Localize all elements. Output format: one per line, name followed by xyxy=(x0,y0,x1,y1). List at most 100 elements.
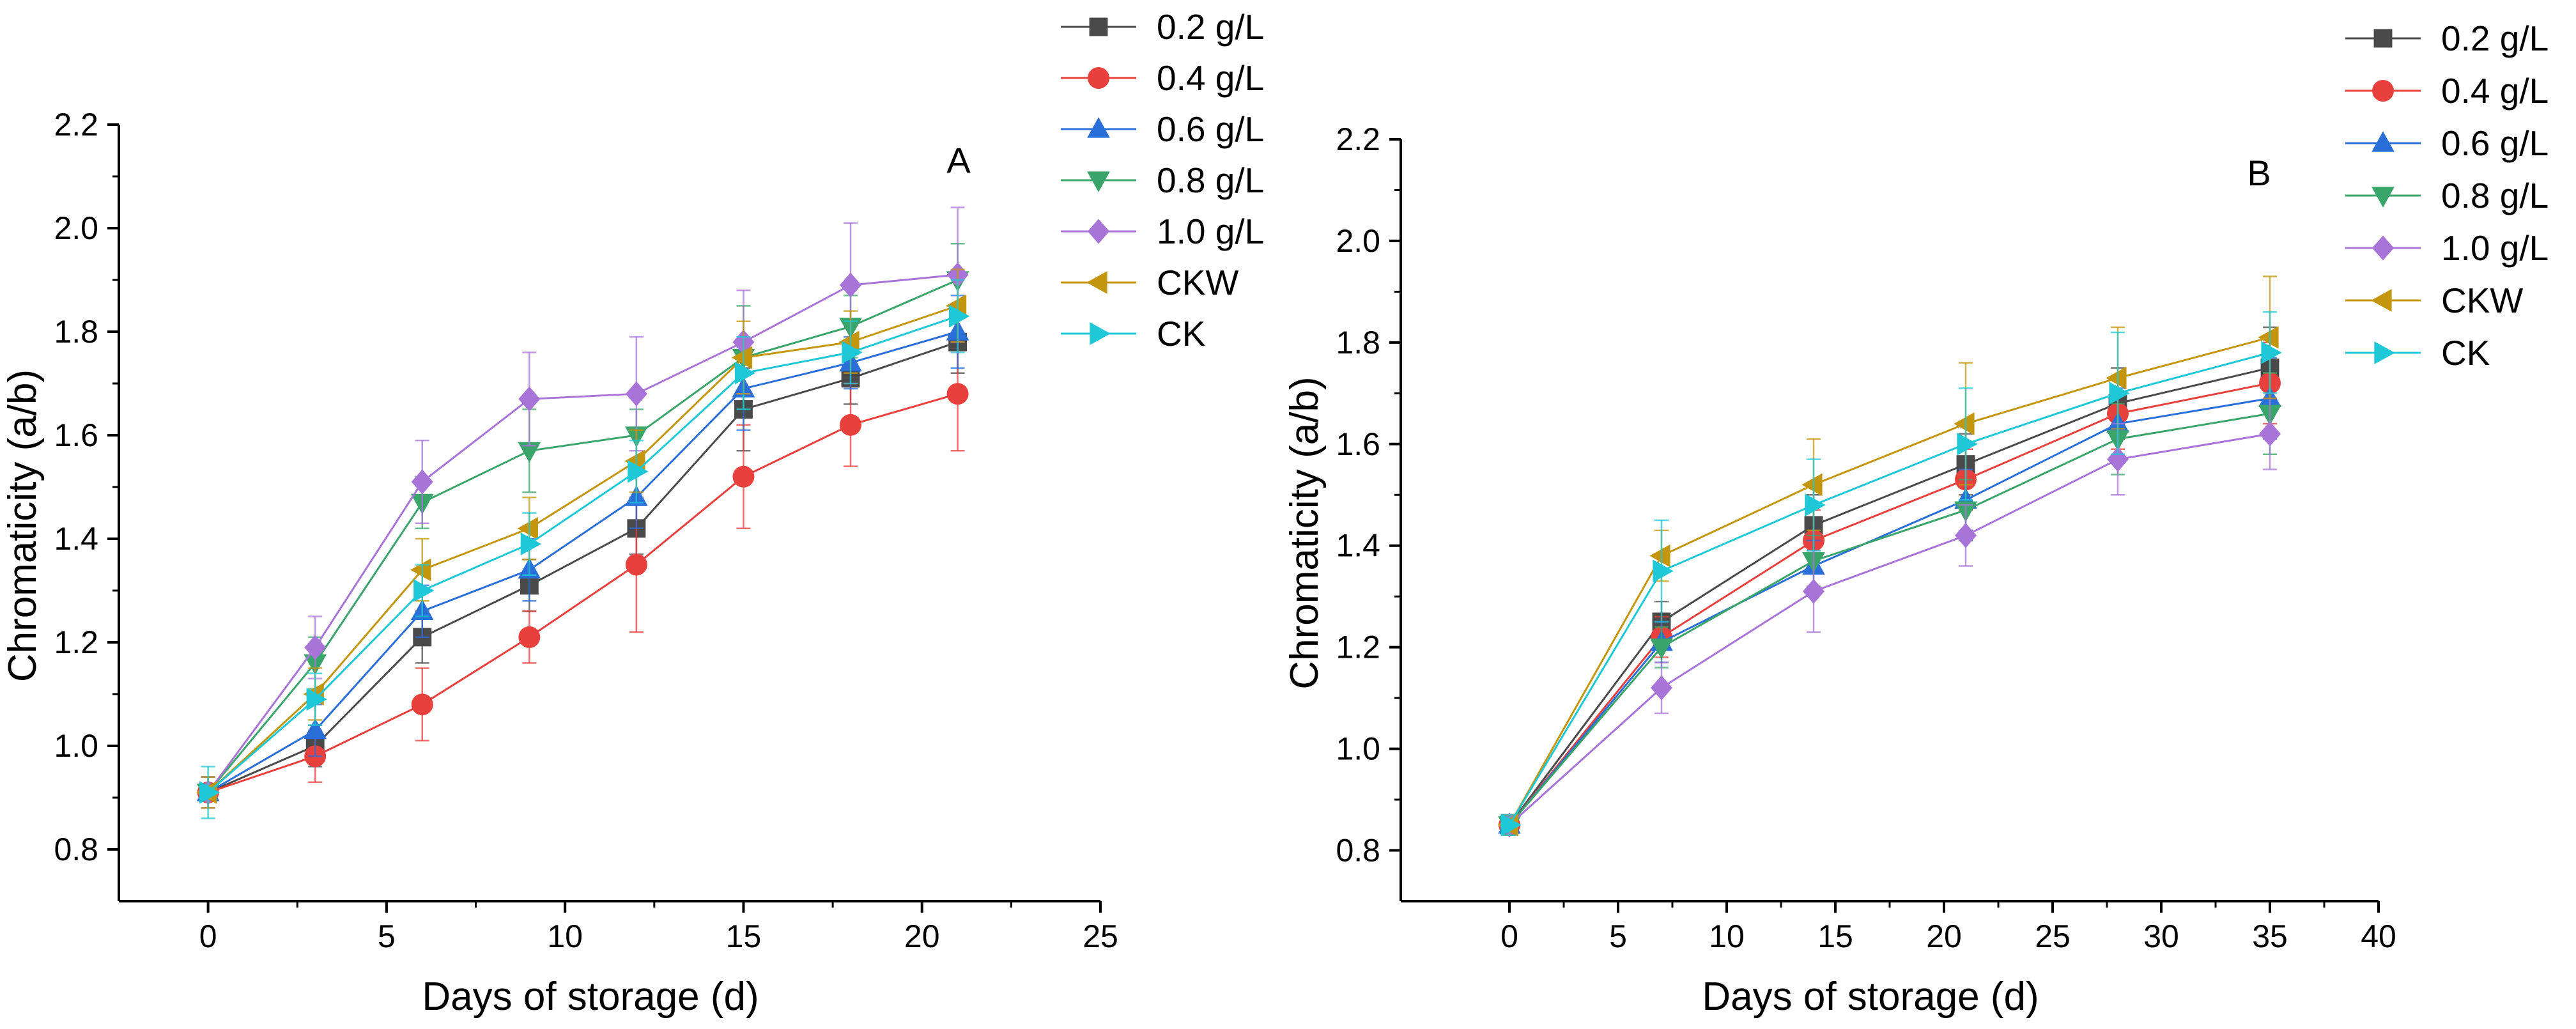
x-tick-label: 20 xyxy=(904,918,940,954)
data-point xyxy=(948,304,970,328)
x-tick-label: 40 xyxy=(2361,918,2396,954)
legend-label: 0.2 g/L xyxy=(1157,7,1264,47)
y-tick-label: 2.0 xyxy=(54,210,98,246)
data-point xyxy=(304,718,327,739)
data-point xyxy=(1651,675,1672,700)
y-axis-title: Chromaticity (a/b) xyxy=(1,369,45,682)
legend-entry: 0.2 g/L xyxy=(2345,19,2549,58)
data-point xyxy=(411,693,433,716)
series-line xyxy=(207,330,958,794)
data-point xyxy=(410,558,431,582)
legend-marker xyxy=(2372,235,2394,261)
series-1-0-g-L xyxy=(1499,398,2281,838)
legend-marker xyxy=(1089,17,1108,36)
legend-label: CKW xyxy=(2441,281,2523,320)
legend-marker xyxy=(2372,131,2395,152)
data-point xyxy=(1955,523,1977,548)
legend-label: 0.2 g/L xyxy=(2441,19,2549,58)
data-point xyxy=(2109,382,2130,405)
legend-marker xyxy=(2372,187,2395,208)
series-0-8-g-L xyxy=(1498,372,2281,837)
data-point xyxy=(1801,473,1823,497)
x-tick-label: 10 xyxy=(547,918,583,954)
y-tick-label: 1.6 xyxy=(1336,426,1380,462)
x-tick-label: 15 xyxy=(726,918,762,954)
legend-label: 0.4 g/L xyxy=(1157,58,1264,98)
legend-entry: 0.2 g/L xyxy=(1061,7,1264,47)
legend-label: 0.8 g/L xyxy=(1157,160,1264,200)
data-point xyxy=(518,626,541,648)
series-line xyxy=(208,341,959,794)
y-tick-label: 0.8 xyxy=(1336,833,1380,869)
legend-entry: CK xyxy=(2345,333,2490,373)
data-point xyxy=(2107,447,2129,472)
x-tick-label: 30 xyxy=(2143,918,2179,954)
series-1-0-g-L xyxy=(197,206,969,809)
series-line xyxy=(1508,397,2271,826)
legend-marker xyxy=(1086,271,1107,294)
data-point xyxy=(413,579,435,602)
data-point xyxy=(304,635,327,660)
legend-entry: CKW xyxy=(2345,281,2523,320)
x-tick-label: 15 xyxy=(1817,918,1853,954)
legend-marker xyxy=(1088,219,1109,244)
panel-label: A xyxy=(946,140,971,180)
data-point xyxy=(842,341,863,364)
series-line xyxy=(1508,336,2271,826)
data-point xyxy=(199,781,220,804)
y-tick-label: 1.2 xyxy=(1336,630,1380,665)
legend-entry: 0.8 g/L xyxy=(1061,160,1264,200)
series-line xyxy=(207,274,958,793)
data-point xyxy=(734,361,756,385)
legend-marker xyxy=(1090,322,1111,345)
x-axis-title: Days of storage (d) xyxy=(1702,975,2039,1019)
x-tick-label: 20 xyxy=(1926,918,1962,954)
legend-entry: 0.4 g/L xyxy=(1061,58,1264,98)
data-point xyxy=(625,381,647,406)
legend-entry: 1.0 g/L xyxy=(1061,212,1264,251)
legend-marker xyxy=(1087,117,1110,138)
data-point xyxy=(1653,559,1674,583)
legend-marker xyxy=(2371,289,2392,312)
y-tick-label: 1.8 xyxy=(1336,325,1380,360)
legend-label: 0.8 g/L xyxy=(2441,176,2549,215)
series-line xyxy=(208,392,958,794)
y-tick-label: 1.0 xyxy=(54,728,98,764)
x-tick-label: 10 xyxy=(1709,918,1745,954)
legend-entry: 0.8 g/L xyxy=(2345,176,2549,215)
x-tick-label: 35 xyxy=(2252,918,2288,954)
y-tick-label: 1.4 xyxy=(1336,528,1380,564)
data-point xyxy=(411,469,433,495)
legend-label: CK xyxy=(1157,314,1206,353)
data-point xyxy=(518,386,541,412)
data-point xyxy=(628,460,649,483)
x-tick-label: 5 xyxy=(378,918,396,954)
legend-entry: 0.6 g/L xyxy=(2345,123,2549,163)
x-tick-label: 0 xyxy=(199,918,217,954)
legend-label: 0.4 g/L xyxy=(2441,71,2549,111)
legend-label: CK xyxy=(2441,333,2490,373)
data-point xyxy=(1650,638,1673,660)
series-0-2-g-L xyxy=(1500,326,2279,836)
series-line xyxy=(1508,433,2271,826)
series-line xyxy=(1508,352,2271,826)
data-point xyxy=(731,346,753,369)
legend-label: 0.6 g/L xyxy=(2441,123,2549,163)
x-tick-label: 25 xyxy=(2035,918,2071,954)
data-point xyxy=(1803,578,1824,604)
data-point xyxy=(1957,432,1978,456)
data-point xyxy=(946,383,969,405)
x-axis-title: Days of storage (d) xyxy=(422,975,759,1019)
x-tick-label: 5 xyxy=(1609,918,1627,954)
series-line xyxy=(207,315,959,794)
y-tick-label: 2.2 xyxy=(1336,121,1380,157)
data-point xyxy=(732,465,755,488)
series-0-6-g-L xyxy=(1498,357,2281,836)
data-point xyxy=(1649,544,1670,568)
data-point xyxy=(306,688,327,711)
legend-label: CKW xyxy=(1157,263,1238,302)
chart-panel-B: 0.8 1.0 1.2 1.4 1.6 1.8 2.0 2.2 0 5 10 15 20 25 30 35 40… xyxy=(1283,19,2549,1019)
data-point xyxy=(1500,813,1522,837)
legend-entry: 0.4 g/L xyxy=(2345,71,2549,111)
data-point xyxy=(840,414,862,436)
